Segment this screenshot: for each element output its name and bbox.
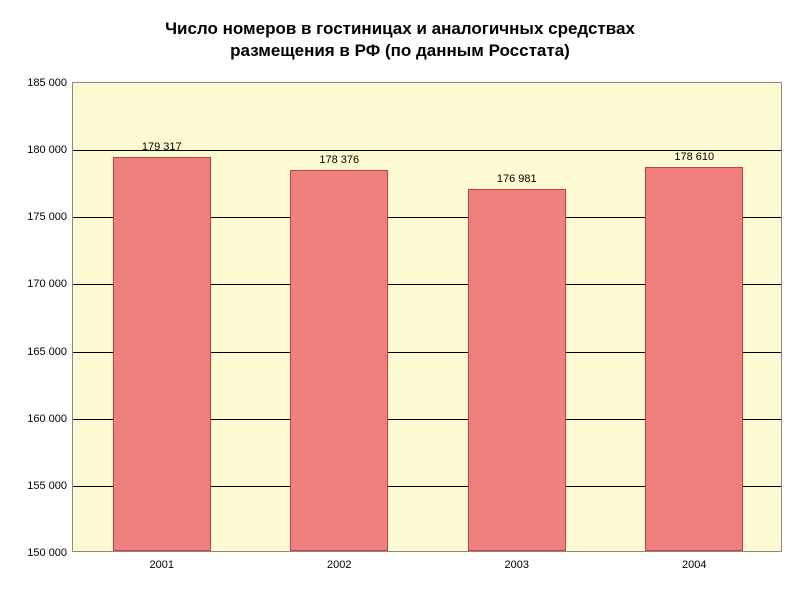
bar: [113, 157, 211, 551]
bar-value-label: 178 610: [606, 151, 784, 163]
y-tick-label: 160 000: [27, 413, 73, 425]
bar-value-label: 179 317: [73, 141, 251, 153]
x-tick-label: 2003: [505, 551, 529, 571]
bar-value-label: 176 981: [428, 173, 606, 185]
x-tick-label: 2002: [327, 551, 351, 571]
bar: [290, 170, 388, 551]
bar: [645, 167, 743, 551]
chart-container: Число номеров в гостиницах и аналогичных…: [0, 0, 800, 600]
chart-title-line2: размещения в РФ (по данным Росстата): [230, 41, 570, 60]
chart-title: Число номеров в гостиницах и аналогичных…: [0, 18, 800, 62]
bar: [468, 189, 566, 551]
chart-title-line1: Число номеров в гостиницах и аналогичных…: [165, 19, 635, 38]
y-tick-label: 170 000: [27, 278, 73, 290]
y-tick-label: 155 000: [27, 480, 73, 492]
y-tick-label: 175 000: [27, 211, 73, 223]
x-tick-label: 2004: [682, 551, 706, 571]
y-tick-label: 150 000: [27, 547, 73, 559]
y-tick-label: 165 000: [27, 346, 73, 358]
x-tick-label: 2001: [150, 551, 174, 571]
plot-area: 150 000155 000160 000165 000170 000175 0…: [72, 82, 782, 552]
bar-value-label: 178 376: [251, 154, 429, 166]
y-tick-label: 180 000: [27, 144, 73, 156]
y-tick-label: 185 000: [27, 77, 73, 89]
